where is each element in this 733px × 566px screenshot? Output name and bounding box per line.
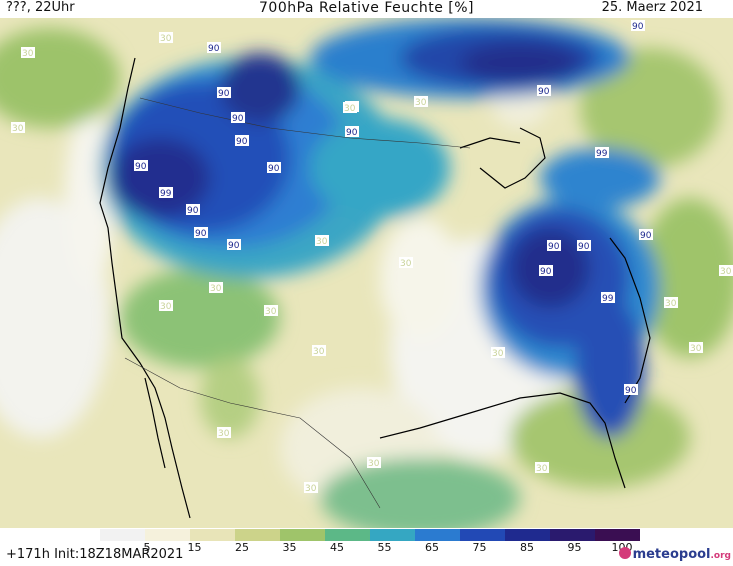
logo-suffix: .org <box>710 551 731 561</box>
colorbar-tick-label: 65 <box>425 541 439 554</box>
colorbar-segment <box>550 529 596 541</box>
colorbar-segment <box>415 529 461 541</box>
contour-label: 90 <box>632 22 644 32</box>
contour-label: 90 <box>135 162 147 172</box>
coastlines <box>99 57 651 519</box>
colorbar-tick-label: 25 <box>235 541 249 554</box>
colorbar-segment <box>280 529 326 541</box>
colorbar-tick-label: 75 <box>472 541 487 554</box>
contour-label: 30 <box>313 347 325 357</box>
contour-label: 30 <box>415 98 427 108</box>
colorbar-tick-label: 45 <box>330 541 344 554</box>
contour-label: 30 <box>265 307 277 317</box>
colorbar-tick-label: 5 <box>143 541 151 554</box>
contour-label: 30 <box>160 302 172 312</box>
contour-label: 30 <box>305 484 317 494</box>
colorbar-segment <box>505 529 551 541</box>
contour-label: 30 <box>720 267 732 277</box>
colorbar-segment <box>325 529 371 541</box>
contour-label: 90 <box>232 114 244 124</box>
contour-label: 30 <box>218 429 230 439</box>
colorbar-tick-label: 15 <box>187 541 202 554</box>
contour-label: 90 <box>208 44 220 54</box>
contour-label: 30 <box>22 49 34 59</box>
contour-label: 30 <box>665 299 677 309</box>
colorbar <box>100 529 640 541</box>
contour-label: 90 <box>218 89 230 99</box>
contour-labels: 30 90 30 90 90 90 90 30 90 90 30 30 90 99 90 90 90 30 30 30… <box>11 20 733 494</box>
contour-label: 30 <box>400 259 412 269</box>
humidity-map: 30 90 30 90 90 90 90 30 90 90 30 30 90 99 90 90 90 30 30 30… <box>0 18 733 528</box>
contour-label: 99 <box>596 149 608 159</box>
colorbar-segment <box>370 529 416 541</box>
contour-label: 30 <box>492 349 504 359</box>
contour-label: 99 <box>160 189 172 199</box>
political-borders <box>124 97 471 509</box>
colorbar-tick-label: 35 <box>282 541 297 554</box>
colorbar-tick-label: 95 <box>567 541 582 554</box>
header-bar: ???, 22Uhr 700hPa Relative Feuchte [%] 2… <box>0 0 733 18</box>
contour-label: 30 <box>160 34 172 44</box>
colorbar-tick-label: 85 <box>520 541 534 554</box>
contour-label: 30 <box>536 464 548 474</box>
contour-label: 90 <box>625 386 637 396</box>
colorbar-segment <box>145 529 191 541</box>
map-title: 700hPa Relative Feuchte [%] <box>259 0 474 16</box>
contour-label: 30 <box>316 237 328 247</box>
contour-label: 30 <box>344 104 356 114</box>
contour-label: 90 <box>548 242 560 252</box>
contour-label: 30 <box>12 124 24 134</box>
colorbar-tick-label: 55 <box>377 541 392 554</box>
meteopool-logo: meteopool.org <box>618 547 731 562</box>
contour-label: 90 <box>195 229 207 239</box>
contour-label: 30 <box>368 459 380 469</box>
colorbar-segment <box>595 529 640 541</box>
contour-label: 90 <box>346 128 358 138</box>
valid-date-label: 25. Maerz 2021 <box>601 0 703 15</box>
contour-label: 30 <box>690 344 702 354</box>
contour-label: 90 <box>236 137 248 147</box>
contour-label: 90 <box>578 242 590 252</box>
init-time-label: +171h Init:18Z18MAR2021 <box>6 547 184 562</box>
colorbar-segment <box>100 529 146 541</box>
logo-text: meteopool <box>632 547 711 562</box>
colorbar-segment <box>235 529 281 541</box>
contour-label: 30 <box>210 284 222 294</box>
contour-label: 99 <box>602 294 614 304</box>
contour-label: 90 <box>540 267 552 277</box>
logo-icon <box>618 547 631 559</box>
contour-label: 90 <box>187 206 199 216</box>
contour-label: 90 <box>268 164 280 174</box>
colorbar-segment <box>190 529 236 541</box>
contour-label: 90 <box>228 241 240 251</box>
colorbar-segment <box>460 529 506 541</box>
contour-label: 90 <box>538 87 550 97</box>
valid-time-label: ???, 22Uhr <box>6 0 75 15</box>
contour-label: 90 <box>640 231 652 241</box>
humidity-field <box>0 18 733 528</box>
